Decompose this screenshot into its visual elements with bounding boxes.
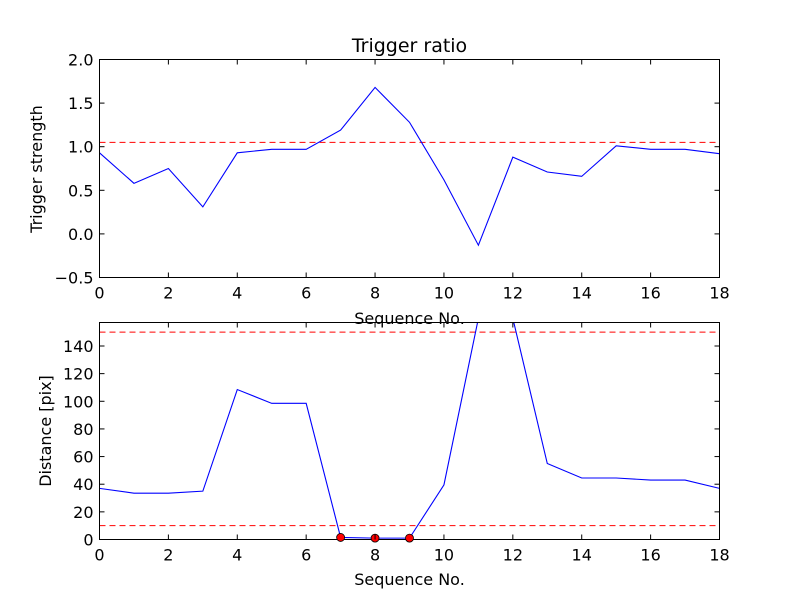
x-tick-label: 10 [434,284,454,303]
y-tick-label: 1.5 [68,94,93,113]
x-tick-label: 6 [301,546,311,565]
x-tick-label: 8 [370,546,380,565]
x-tick-label: 12 [503,546,523,565]
distance-chart: 0 2 4 6 8 10 12 14 16 18 0 20 40 60 80 100 120 140 Sequen… [36,318,730,589]
x-tick-label: 6 [301,284,311,303]
x-tick-label: 2 [163,546,173,565]
y-tick-label: 0 [83,531,93,550]
chart-title: Trigger ratio [351,35,467,57]
x-tick-label: 16 [640,284,660,303]
y-tick-label: 120 [63,365,94,384]
y-tick-label: 80 [73,420,93,439]
x-tick-label: 10 [434,546,454,565]
data-point-marker [406,534,414,542]
y-tick-label: 1.0 [68,138,93,157]
y-tick-label: 100 [63,392,94,411]
y-axis-label: Trigger strength [27,105,46,234]
plot-frame [100,323,720,540]
y-axis-label: Distance [pix] [36,375,55,487]
x-tick-label: 14 [572,546,592,565]
x-tick-label: 0 [94,284,104,303]
data-point-marker [337,533,345,541]
y-tick-label: −0.5 [55,269,94,288]
x-tick-label: 16 [640,546,660,565]
y-tick-label: 40 [73,475,93,494]
x-tick-label: 0 [94,546,104,565]
x-tick-label: 8 [370,284,380,303]
x-tick-label: 12 [503,284,523,303]
trigger-ratio-chart: Trigger ratio 0 2 4 6 8 10 12 14 16 18 −0.5 0.0 0.5 1… [27,35,730,328]
x-axis-label: Sequence No. [354,309,465,328]
x-tick-label: 4 [232,284,242,303]
series-line [100,318,720,538]
plot-frame [100,60,720,278]
x-tick-label: 2 [163,284,173,303]
y-tick-label: 60 [73,448,93,467]
x-axis-label: Sequence No. [354,570,465,589]
x-tick-label: 4 [232,546,242,565]
x-tick-label: 14 [572,284,592,303]
y-tick-label: 20 [73,503,93,522]
y-tick-label: 0.5 [68,181,93,200]
x-tick-label: 18 [709,284,729,303]
series-line [100,87,720,245]
y-tick-label: 0.0 [68,225,93,244]
y-tick-label: 140 [63,337,94,356]
x-tick-label: 18 [709,546,729,565]
y-tick-label: 2.0 [68,51,93,70]
